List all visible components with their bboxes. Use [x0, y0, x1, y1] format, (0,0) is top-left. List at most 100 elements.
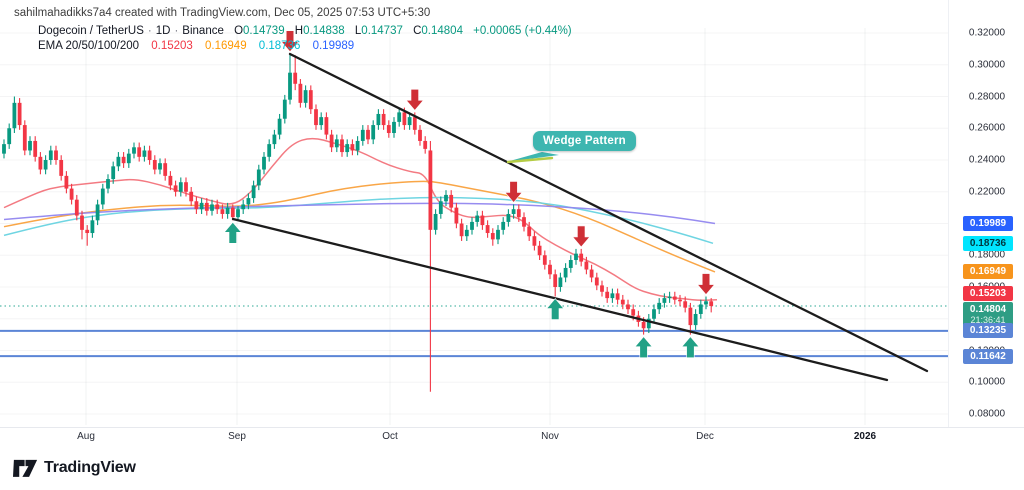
candle-body: [90, 220, 95, 234]
candle-body: [308, 90, 313, 110]
tradingview-footer[interactable]: TradingView: [13, 457, 136, 478]
candle-body: [392, 121, 396, 134]
candle-body: [12, 102, 17, 129]
candle-body: [74, 199, 79, 216]
candle-body: [22, 125, 27, 151]
sell-signal-arrow[interactable]: [504, 181, 523, 203]
candle-body: [402, 112, 407, 126]
candle-body: [256, 169, 261, 186]
sell-signal-arrow[interactable]: [572, 225, 591, 248]
candle-body: [563, 267, 568, 278]
price-tick-label: 0.18000: [968, 249, 1006, 261]
candle-body: [553, 274, 558, 287]
candle-body: [173, 185, 178, 192]
close-value: C0.14804: [413, 25, 463, 37]
candle-body: [386, 125, 391, 134]
candle-body: [329, 134, 334, 148]
price-level-badge: 0.16949: [963, 264, 1013, 280]
buy-signal-arrow[interactable]: [634, 336, 653, 358]
tradingview-logo-icon: [13, 459, 38, 477]
time-axis-labels[interactable]: Aug Sep Oct Nov Dec 2026: [0, 431, 1024, 447]
buy-signal-arrow[interactable]: [681, 336, 700, 358]
symbol-title[interactable]: Dogecoin / TetherUS: [38, 25, 144, 37]
time-tick-label: Dec: [696, 431, 714, 442]
price-level-badge: 0.19989: [963, 216, 1013, 232]
candle-body: [678, 299, 682, 302]
candle-body: [568, 260, 573, 268]
candle-body: [470, 221, 474, 230]
candle-body: [168, 175, 173, 186]
candle-body: [43, 160, 48, 170]
wedge-lower-trendline[interactable]: [231, 217, 889, 382]
candle-body: [459, 223, 464, 237]
ema200-value: 0.19989: [312, 40, 355, 52]
candle-body: [376, 113, 381, 126]
candle-body: [475, 215, 480, 222]
candle-body: [574, 253, 578, 261]
candle-body: [137, 147, 142, 157]
candle-body: [293, 72, 298, 84]
candle-body: [17, 102, 22, 126]
candle-body: [126, 153, 131, 164]
candle-body: [178, 182, 183, 192]
ema-label[interactable]: EMA 20/50/100/200: [38, 40, 140, 52]
candle-body: [620, 299, 625, 305]
sell-signal-arrow[interactable]: [696, 273, 716, 295]
wedge-pattern-callout[interactable]: Wedge Pattern: [533, 131, 636, 151]
candle-body: [184, 182, 188, 192]
candle-body: [204, 202, 209, 211]
candle-body: [683, 301, 688, 308]
candle-body: [54, 150, 58, 160]
candle-body: [662, 298, 667, 303]
candle-body: [267, 144, 272, 157]
candle-body: [610, 293, 615, 299]
candle-body: [106, 179, 110, 189]
buy-signal-arrow[interactable]: [223, 221, 242, 244]
candle-body: [324, 117, 329, 135]
candle-body: [100, 188, 105, 205]
candle-body: [147, 150, 152, 160]
candle-body: [85, 229, 90, 234]
candle-body: [64, 175, 69, 189]
candle-body: [548, 264, 552, 275]
sell-signal-arrow[interactable]: [280, 30, 300, 53]
candle-body: [158, 163, 162, 170]
candle-body: [657, 302, 662, 310]
candle-body: [111, 166, 116, 180]
candle-body: [272, 134, 277, 145]
candle-body: [303, 90, 308, 103]
candle-body: [215, 204, 220, 210]
ema20-value: 0.15203: [151, 40, 193, 52]
candle-body: [693, 313, 698, 326]
price-tick-label: 0.26000: [968, 122, 1006, 134]
candle-body: [444, 194, 448, 202]
candle-body: [579, 253, 584, 262]
time-tick-label: Nov: [541, 431, 559, 442]
price-level-badge: 0.18736: [963, 236, 1013, 252]
candle-body: [516, 209, 521, 218]
price-level-badge: 0.15203: [963, 286, 1013, 302]
candle-body: [241, 204, 246, 210]
price-level-badge: 0.13235: [963, 323, 1013, 339]
time-tick-label: Oct: [382, 431, 398, 442]
buy-signal-arrow[interactable]: [546, 298, 565, 320]
low-value: L0.14737: [354, 25, 403, 37]
candle-body: [314, 109, 318, 126]
candle-body: [319, 117, 324, 126]
wedge-upper-trendline[interactable]: [288, 52, 929, 373]
symbol-legend: Dogecoin / TetherUS · 1D · Binance O0.14739 …: [38, 25, 572, 37]
candle-body: [506, 213, 511, 222]
candle-body: [142, 150, 147, 157]
candle-body: [672, 296, 677, 300]
candle-body: [698, 304, 703, 314]
sell-signal-arrow[interactable]: [405, 89, 424, 111]
price-axis[interactable]: 0.32000 0.30000 0.28000 0.26000 0.24000 0.220…: [948, 0, 1024, 427]
candle-body: [360, 129, 365, 141]
price-tick-label: 0.32000: [968, 27, 1006, 39]
interval[interactable]: 1D: [155, 25, 171, 37]
candle-body: [496, 229, 500, 240]
high-value: H0.14838: [294, 25, 345, 37]
candle-body: [423, 140, 428, 149]
